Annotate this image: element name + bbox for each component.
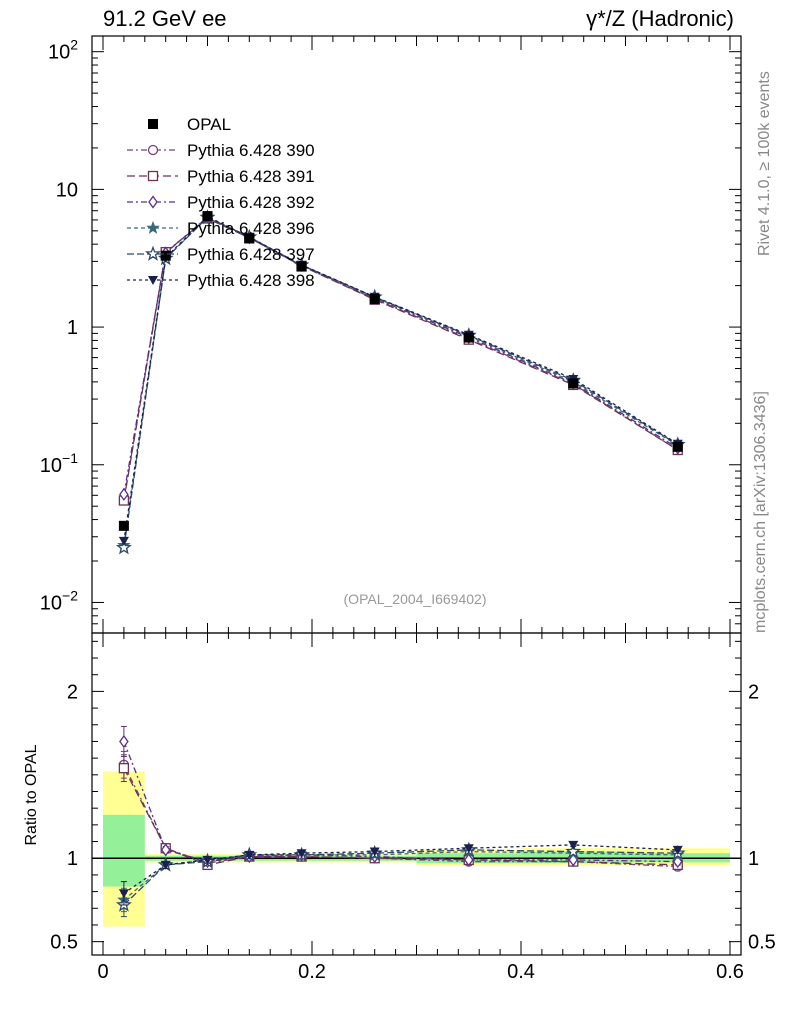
series-point-ratio (672, 845, 683, 855)
series-point-ratio (296, 849, 307, 859)
ratio-y-tick-label: 1 (67, 848, 78, 870)
ratio-y-tick-label-right: 0.5 (748, 932, 776, 954)
x-tick-label: 0.2 (298, 961, 326, 983)
ratio-y-tick-label: 2 (67, 681, 78, 703)
plot-title-energy: 91.2 GeV ee (103, 6, 227, 31)
series-point-ratio (244, 850, 255, 860)
series-point-ratio (160, 860, 171, 870)
data-point-opal (202, 211, 213, 222)
series-line-main (123, 216, 679, 548)
ratio-plot-frame (91, 632, 742, 956)
legend-label: Pythia 6.428 396 (187, 219, 315, 238)
data-point-opal (463, 332, 474, 343)
series-point-main (115, 539, 132, 555)
series-5 (115, 209, 686, 918)
series-4 (117, 209, 685, 913)
series-point-main (118, 536, 129, 546)
data-point-opal (568, 378, 579, 389)
series-point-ratio (565, 843, 582, 859)
x-tick-label: 0.6 (716, 961, 744, 983)
ratio-y-axis-label: Ratio to OPAL (23, 744, 40, 845)
series-point-ratio (463, 844, 474, 854)
legend-label: Pythia 6.428 398 (187, 271, 315, 290)
data-point-opal (672, 441, 683, 452)
plot-title-process: γ*/Z (Hadronic) (586, 6, 734, 31)
data-point-opal (244, 233, 255, 244)
legend-marker (148, 276, 158, 285)
legend-marker (147, 170, 159, 182)
main-y-tick-label: 10−2 (40, 587, 78, 614)
series-6 (118, 212, 683, 906)
series-1 (118, 212, 683, 872)
main-y-tick-label: 10−1 (40, 450, 78, 477)
legend-label: Pythia 6.428 391 (187, 167, 315, 186)
legend-marker (145, 245, 161, 261)
main-y-tick-label: 1 (67, 317, 78, 339)
main-y-tick-label: 102 (48, 37, 78, 64)
series-point-ratio (369, 847, 380, 857)
legend-marker (146, 220, 160, 234)
series-line-ratio (123, 741, 678, 863)
x-tick-label: 0 (97, 961, 108, 983)
ratio-band-green (103, 814, 145, 887)
legend-label-opal: OPAL (187, 115, 231, 134)
series-line-main (123, 216, 679, 546)
data-point-opal (369, 293, 380, 304)
legend-marker (148, 195, 158, 209)
series-line-main (123, 215, 679, 541)
legend-label: Pythia 6.428 392 (187, 193, 315, 212)
data-point-opal (296, 261, 307, 272)
series-point-ratio (568, 840, 579, 850)
series-2 (118, 213, 683, 871)
legend-label: Pythia 6.428 390 (187, 141, 315, 160)
data-point-opal (160, 250, 171, 261)
main-y-tick-label: 10 (56, 179, 78, 201)
ratio-y-tick-label: 0.5 (50, 932, 78, 954)
legend-marker-opal (148, 119, 158, 129)
data-series-opal (118, 211, 683, 531)
series-point-ratio (119, 734, 129, 749)
series-point-main (119, 487, 129, 501)
series-point-ratio (160, 843, 171, 857)
legend-label: Pythia 6.428 397 (187, 245, 315, 264)
x-tick-label: 0.4 (507, 961, 535, 983)
legend-marker (147, 144, 159, 156)
ratio-y-tick-label-right: 2 (748, 681, 759, 703)
data-point-opal (118, 520, 129, 531)
series-point-ratio (118, 889, 129, 899)
series-point-ratio (118, 762, 130, 774)
series-point-ratio (202, 855, 213, 865)
analysis-id-label: (OPAL_2004_I669402) (344, 591, 487, 607)
ratio-y-tick-label-right: 1 (748, 848, 759, 870)
series-point-ratio (463, 853, 474, 867)
